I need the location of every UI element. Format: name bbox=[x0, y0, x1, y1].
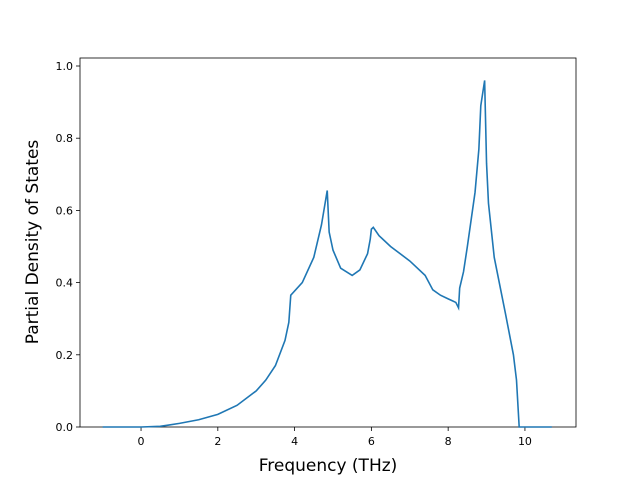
y-tick-label: 0.6 bbox=[56, 204, 74, 217]
axes-frame bbox=[79, 57, 577, 428]
y-tick-label: 0.8 bbox=[56, 132, 74, 145]
x-tick-label: 10 bbox=[518, 435, 532, 448]
y-axis-label: Partial Density of States bbox=[23, 140, 43, 345]
x-tick-label: 6 bbox=[368, 435, 375, 448]
x-tick-label: 2 bbox=[214, 435, 221, 448]
y-tick-label: 0.4 bbox=[56, 277, 74, 290]
x-tick-label: 4 bbox=[291, 435, 298, 448]
y-tick-label: 1.0 bbox=[56, 60, 74, 73]
y-tick-label: 0.0 bbox=[56, 421, 74, 434]
x-tick-label: 8 bbox=[445, 435, 452, 448]
y-tick-label: 0.2 bbox=[56, 349, 74, 362]
series-line bbox=[102, 80, 552, 428]
x-tick-label: 0 bbox=[138, 435, 145, 448]
x-axis-label: Frequency (THz) bbox=[259, 456, 398, 476]
